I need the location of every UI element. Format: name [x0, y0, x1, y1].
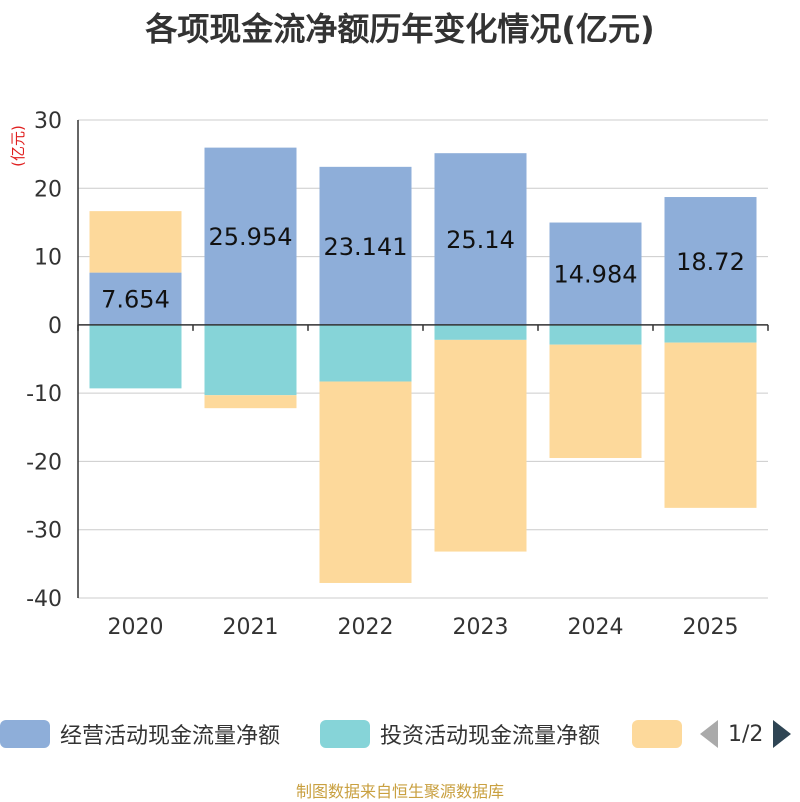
- bar-operating-2024: [549, 222, 642, 325]
- y-axis-unit-label: (亿元): [9, 125, 27, 167]
- bar-financing-2025: [664, 342, 757, 508]
- legend-label-investing: 投资活动现金流量净额: [380, 724, 601, 749]
- chart-title: 各项现金流净额历年变化情况(亿元): [145, 10, 655, 48]
- data-label-operating-2025: 18.72: [676, 248, 745, 276]
- x-tick-label: 2021: [223, 615, 279, 640]
- legend-label-operating: 经营活动现金流量净额: [60, 724, 281, 749]
- legend-item-financing[interactable]: [632, 716, 682, 752]
- bar-financing-2024: [549, 344, 642, 459]
- y-tick-label: -40: [26, 587, 62, 612]
- bar-financing-2021: [204, 395, 297, 409]
- y-tick-label: 0: [48, 314, 62, 339]
- bar-operating-2023: [434, 153, 527, 325]
- bar-investing-2022: [319, 324, 412, 382]
- y-tick-label: -20: [26, 450, 62, 475]
- bar-operating-2022: [319, 166, 412, 325]
- bar-investing-2020: [89, 324, 182, 389]
- x-tick-label: 2025: [683, 615, 739, 640]
- legend-pager: 1/2: [700, 716, 792, 752]
- bar-investing-2024: [549, 324, 642, 345]
- data-label-operating-2024: 14.984: [554, 261, 638, 289]
- x-tick-label: 2024: [568, 615, 624, 640]
- bar-operating-2025: [664, 197, 757, 325]
- x-tick-label: 2022: [338, 615, 394, 640]
- data-label-operating-2021: 25.954: [209, 223, 293, 251]
- legend-item-operating[interactable]: 经营活动现金流量净额: [0, 716, 280, 752]
- x-tick-label: 2023: [453, 615, 509, 640]
- y-tick-label: 20: [34, 177, 62, 202]
- y-tick-label: 10: [34, 246, 62, 271]
- legend-page-label: 1/2: [728, 721, 764, 747]
- bar-investing-2023: [434, 324, 527, 340]
- legend-prev-icon[interactable]: [700, 720, 718, 748]
- legend-swatch-operating: [0, 720, 50, 748]
- legend-item-investing[interactable]: 投资活动现金流量净额: [320, 716, 600, 752]
- bar-financing-2023: [434, 339, 527, 552]
- legend-swatch-investing: [320, 720, 370, 748]
- x-tick-label: 2020: [108, 615, 164, 640]
- legend-next-icon[interactable]: [773, 720, 792, 748]
- bar-operating-2021: [204, 147, 297, 325]
- data-label-operating-2020: 7.654: [101, 286, 170, 314]
- y-tick-label: -30: [26, 519, 62, 544]
- bar-investing-2021: [204, 324, 297, 396]
- legend-swatch-financing: [632, 720, 682, 748]
- y-tick-label: -10: [26, 382, 62, 407]
- bar-investing-2025: [664, 324, 757, 343]
- data-source: 制图数据来自恒生聚源数据库: [295, 782, 504, 801]
- y-tick-label: 30: [34, 109, 62, 134]
- bar-operating-2020: [89, 272, 182, 325]
- bar-chart: -40 -30 -20 -10 0 10 20 30 (亿元) 2020 2021 2022 2023 2…: [9, 109, 769, 640]
- chart-legend: 经营活动现金流量净额 投资活动现金流量净额: [0, 716, 800, 752]
- bar-financing-2022: [319, 381, 412, 583]
- bar-financing-2020: [89, 211, 182, 273]
- data-label-operating-2023: 25.14: [446, 226, 515, 254]
- data-label-operating-2022: 23.141: [324, 233, 408, 261]
